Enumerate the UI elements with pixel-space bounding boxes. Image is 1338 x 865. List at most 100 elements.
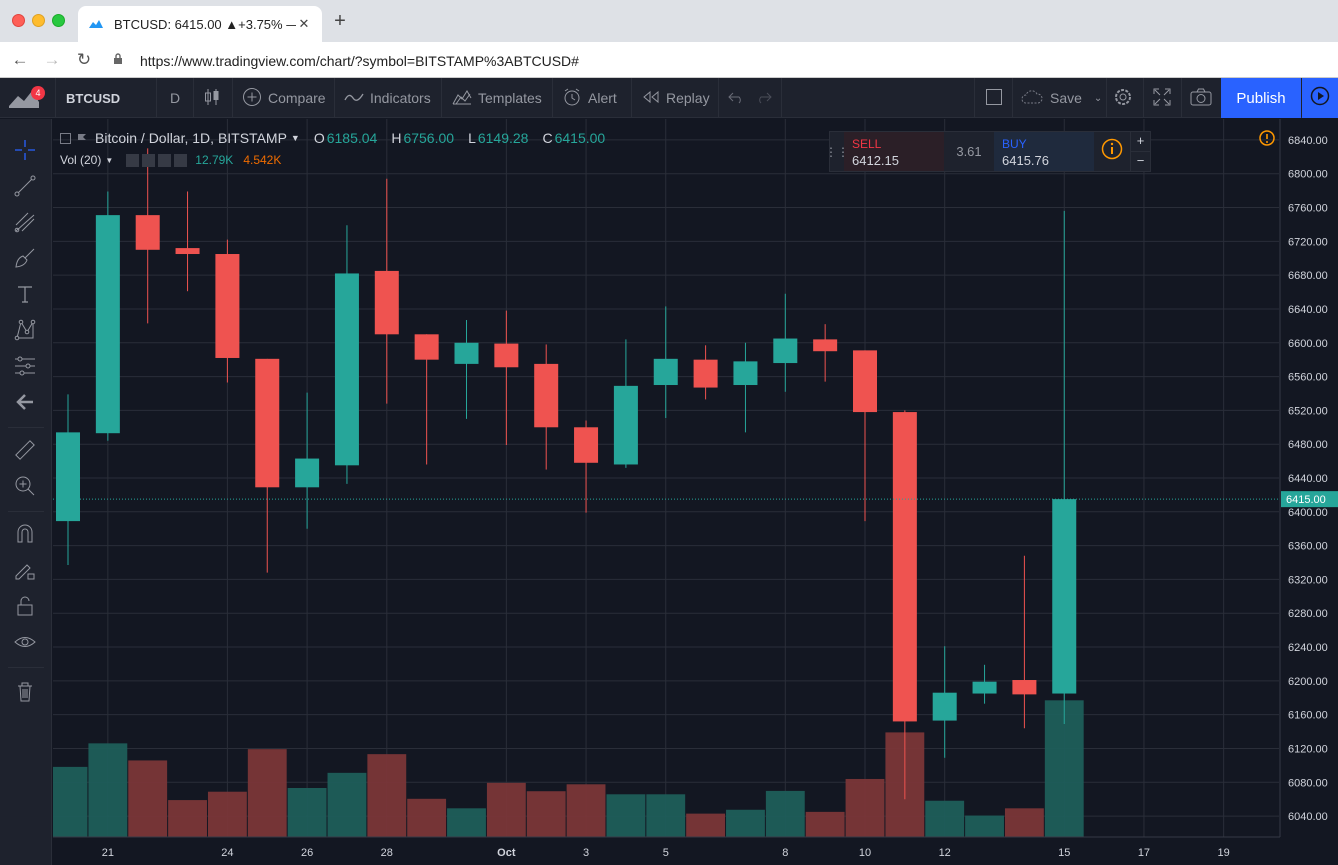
price-tick-label: 6560.00 <box>1288 372 1328 384</box>
high-value: 6756.00 <box>403 130 455 146</box>
fullscreen-button[interactable] <box>1153 78 1177 118</box>
chart-toolbar: BTCUSD D Compare Indicators Templates Al… <box>0 78 1338 118</box>
time-tick-label: 28 <box>381 847 393 859</box>
alert-button[interactable]: Alert <box>562 78 617 118</box>
snapshot-button[interactable] <box>1190 78 1218 118</box>
symbol-search[interactable]: BTCUSD <box>66 90 121 106</box>
buy-button[interactable]: BUY 6415.76 <box>994 132 1094 171</box>
candle-body <box>574 427 599 463</box>
replay-button[interactable]: Replay <box>642 78 710 118</box>
brush-tool[interactable] <box>10 245 40 275</box>
eye-toggle-icon[interactable] <box>126 153 140 167</box>
increase-button[interactable]: + <box>1136 133 1145 148</box>
sell-label: SELL <box>852 137 882 151</box>
browser-tab-bar: BTCUSD: 6415.00 ▲+3.75% — ✕ + <box>0 0 1338 42</box>
symbol-title[interactable]: Bitcoin / Dollar, 1D, BITSTAMP <box>95 130 287 146</box>
close-small-icon[interactable] <box>174 153 188 167</box>
forward-arrow-icon[interactable]: → <box>43 50 61 69</box>
settings-button[interactable] <box>1113 78 1139 118</box>
magnet-tool[interactable] <box>10 521 40 551</box>
close-label: C <box>542 130 553 146</box>
candle-body <box>733 361 758 386</box>
prediction-tool[interactable] <box>10 353 40 383</box>
publish-button[interactable]: Publish <box>1221 78 1301 118</box>
volume-bar <box>327 772 367 837</box>
redo-button[interactable] <box>755 78 779 118</box>
save-button[interactable]: Save ⌄ <box>1020 78 1102 118</box>
lock-drawings-tool[interactable] <box>10 593 40 623</box>
remove-drawings-tool[interactable] <box>10 679 40 709</box>
eye-icon <box>13 630 37 659</box>
templates-button[interactable]: Templates <box>452 78 542 118</box>
close-window-button[interactable] <box>12 14 25 27</box>
fullscreen-icon <box>1153 88 1177 109</box>
indicators-icon <box>344 90 370 107</box>
price-tick-label: 6600.00 <box>1288 338 1328 350</box>
symbol-dropdown-icon[interactable]: ▼ <box>290 133 300 143</box>
price-tick-label: 6400.00 <box>1288 507 1328 519</box>
volume-bar <box>845 778 885 837</box>
play-button[interactable] <box>1302 78 1338 118</box>
settings-small-icon[interactable] <box>142 153 156 167</box>
sell-button[interactable]: SELL 6412.15 <box>844 132 944 171</box>
candle-body <box>892 412 917 722</box>
candle-body <box>1012 680 1037 695</box>
time-tick-label: 26 <box>301 847 313 859</box>
undo-button[interactable] <box>727 78 751 118</box>
time-tick-label: 21 <box>102 847 114 859</box>
price-tick-label: 6120.00 <box>1288 743 1328 755</box>
back-arrow-icon[interactable]: ← <box>11 50 29 69</box>
volume-bar <box>367 754 407 837</box>
new-tab-button[interactable]: + <box>334 10 346 32</box>
pattern-tool[interactable] <box>10 317 40 347</box>
price-tick-label: 6640.00 <box>1288 304 1328 316</box>
indicators-button[interactable]: Indicators <box>344 78 431 118</box>
volume-bar <box>646 794 686 837</box>
collapse-legend-icon[interactable] <box>60 132 71 144</box>
price-tick-label: 6800.00 <box>1288 169 1328 181</box>
warning-icon-dot <box>1266 141 1268 143</box>
text-tool[interactable] <box>10 281 40 311</box>
chart-style-button[interactable] <box>203 78 227 118</box>
volume-title[interactable]: Vol (20) <box>60 153 102 167</box>
minimize-window-button[interactable] <box>32 14 45 27</box>
chart-legend: Bitcoin / Dollar, 1D, BITSTAMP ▼ O 6185.0… <box>60 130 605 146</box>
trend-line-tool[interactable] <box>10 173 40 203</box>
templates-label: Templates <box>478 90 542 106</box>
drag-handle-icon[interactable]: ⋮⋮ <box>825 144 849 159</box>
interval-button[interactable]: D <box>170 90 181 106</box>
volume-bar <box>168 800 207 837</box>
spread-value: 3.61 <box>956 144 982 159</box>
gear-icon <box>1113 87 1139 110</box>
candle-body <box>295 458 320 488</box>
maximize-window-button[interactable] <box>52 14 65 27</box>
price-tick-label: 6440.00 <box>1288 473 1328 485</box>
layout-button[interactable] <box>985 78 1009 118</box>
fib-tool[interactable] <box>10 209 40 239</box>
compare-button[interactable]: Compare <box>242 78 326 118</box>
price-tick-label: 6520.00 <box>1288 405 1328 417</box>
candle-body <box>95 215 120 434</box>
hide-drawings-tool[interactable] <box>10 629 40 659</box>
back-tool[interactable] <box>10 389 40 419</box>
plus-small-icon[interactable] <box>158 153 172 167</box>
browser-tab[interactable]: BTCUSD: 6415.00 ▲+3.75% — ✕ <box>78 6 322 42</box>
info-icon <box>1101 138 1123 165</box>
url-field[interactable]: https://www.tradingview.com/chart/?symbo… <box>112 48 1332 73</box>
sliders-icon <box>13 354 37 383</box>
zoom-tool[interactable] <box>10 473 40 503</box>
reload-icon[interactable]: ↻ <box>76 50 92 69</box>
price-chart[interactable]: 6040.00 6080.00 6120.00 6160.00 6200.00 6240.… <box>53 119 1338 865</box>
crosshair-tool[interactable] <box>10 137 40 167</box>
decrease-button[interactable]: − <box>1131 151 1150 171</box>
volume-bar <box>686 813 726 837</box>
candlestick-chart-svg[interactable]: 6040.00 6080.00 6120.00 6160.00 6200.00 6240.… <box>53 119 1338 865</box>
tab-close-icon[interactable]: ✕ <box>298 16 310 31</box>
lock-icon <box>112 53 124 68</box>
volume-bar <box>925 800 965 837</box>
volume-dropdown-icon[interactable]: ▼ <box>105 155 114 165</box>
info-button[interactable] <box>1094 132 1130 171</box>
measure-tool[interactable] <box>10 437 40 467</box>
stay-in-drawing-tool[interactable] <box>10 557 40 587</box>
flag-icon[interactable] <box>77 132 87 145</box>
